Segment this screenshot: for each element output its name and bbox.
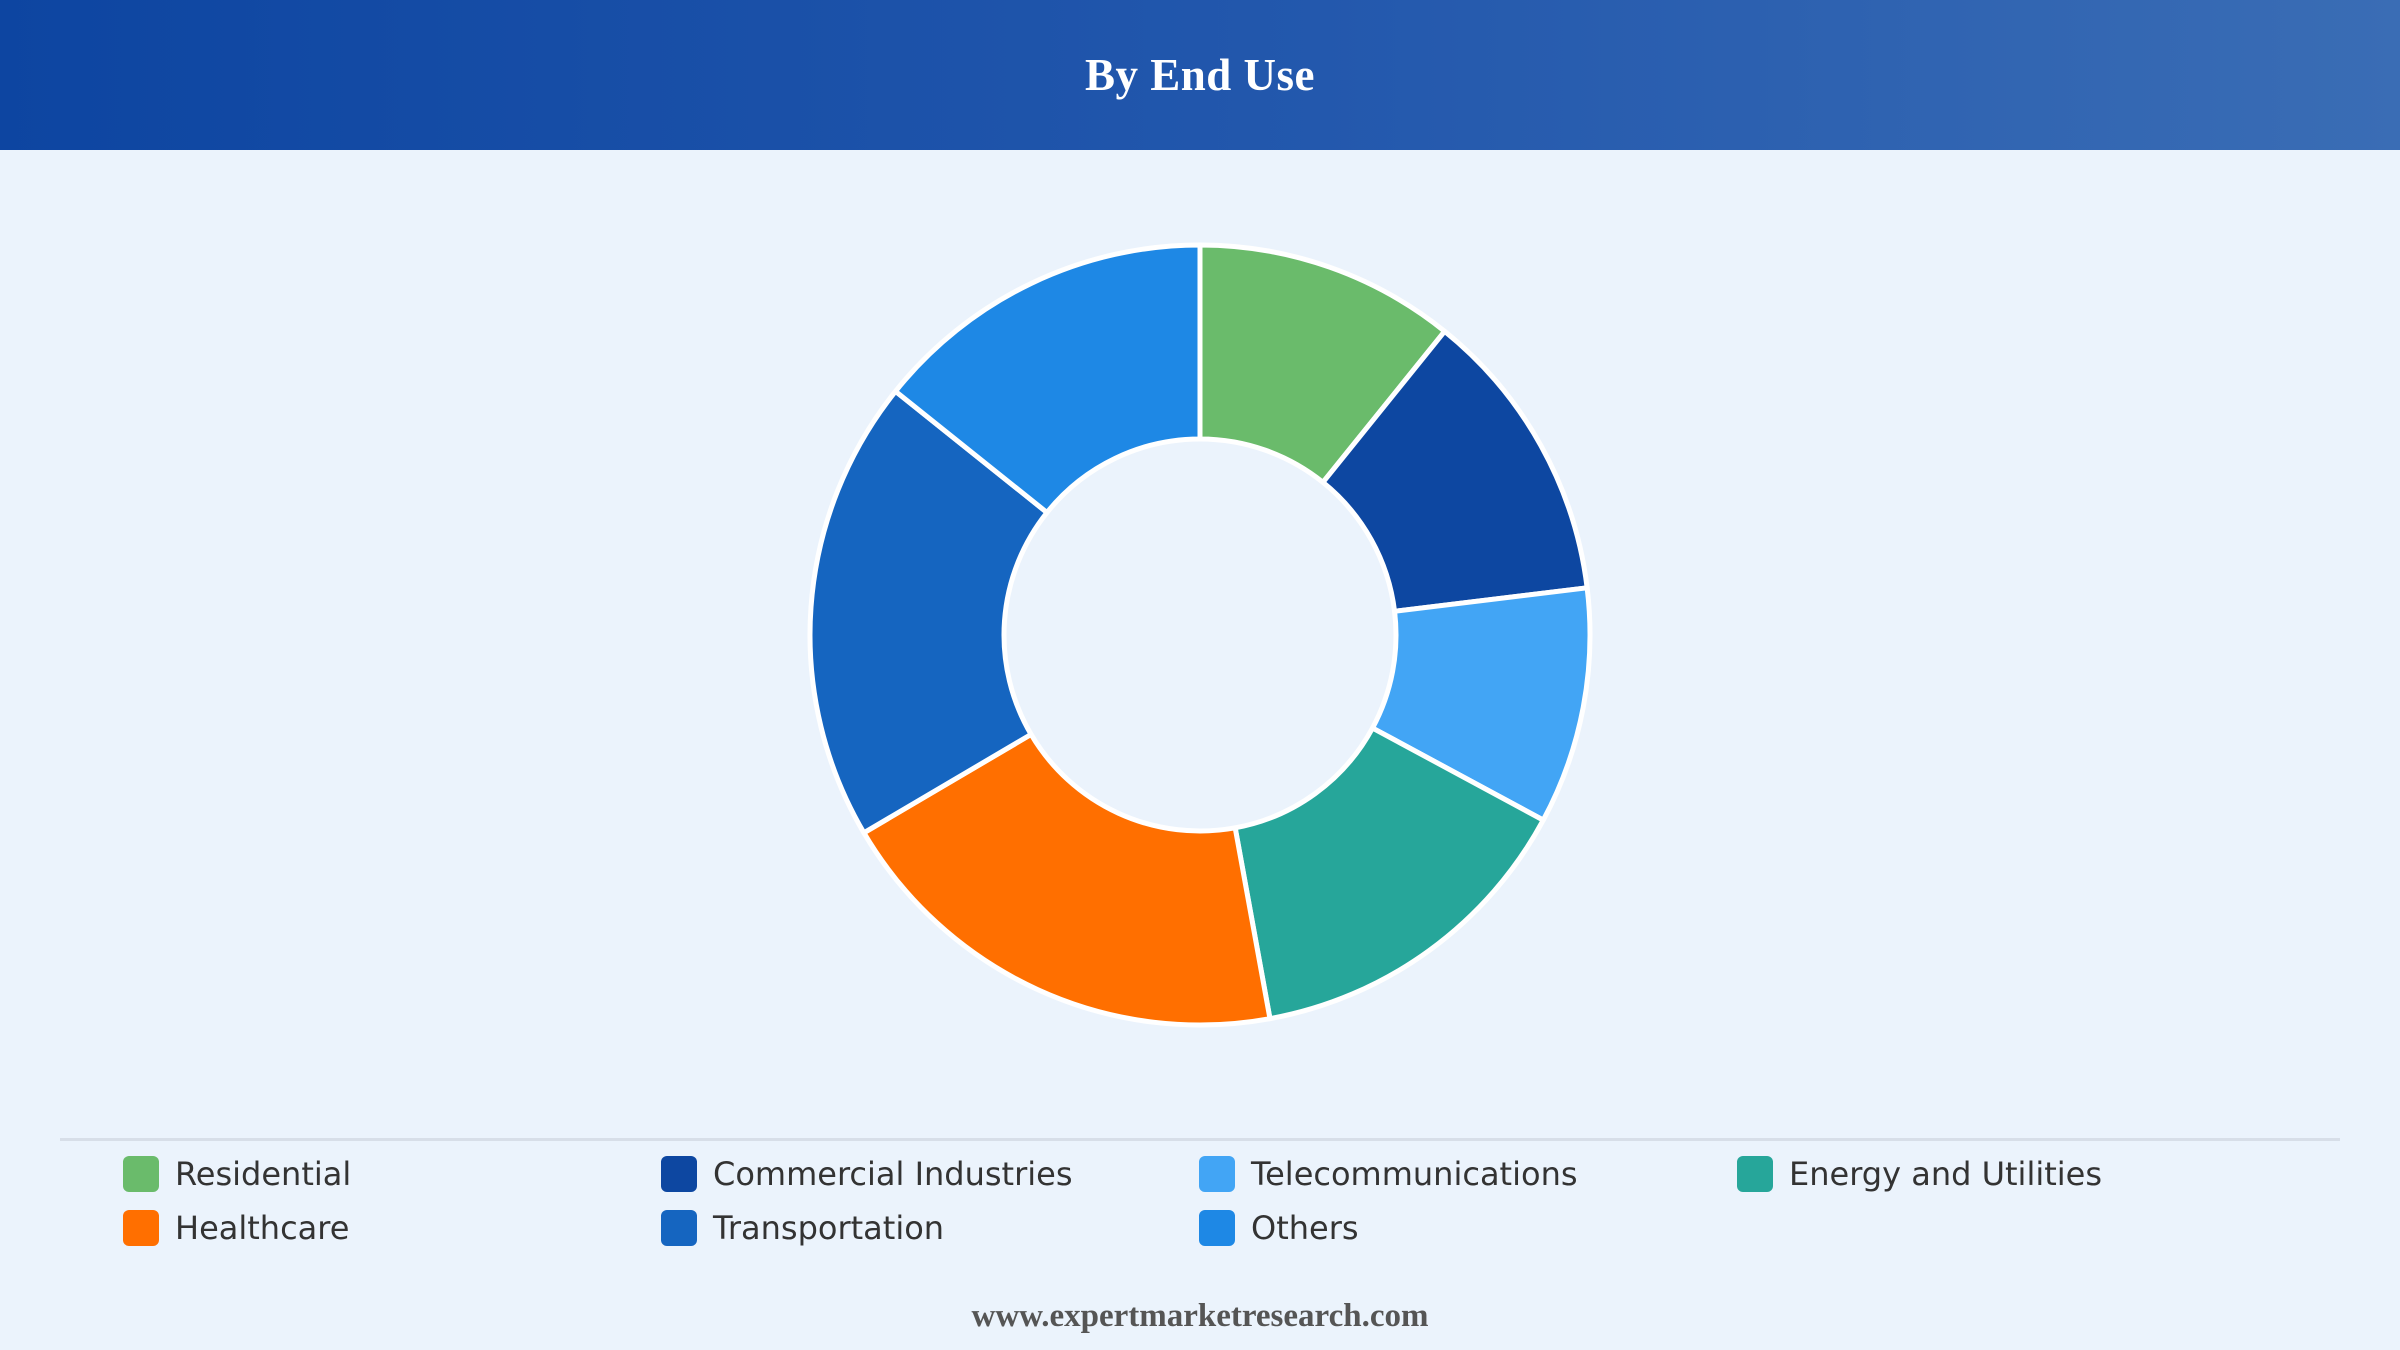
legend-label: Telecommunications bbox=[1251, 1155, 1578, 1193]
donut-slice-others[interactable] bbox=[893, 242, 1203, 516]
donut-slice-healthcare[interactable] bbox=[861, 731, 1273, 1028]
legend-label: Commercial Industries bbox=[713, 1155, 1073, 1193]
legend-swatch bbox=[123, 1156, 159, 1192]
legend-swatch bbox=[1737, 1156, 1773, 1192]
donut-slice-residential[interactable] bbox=[1197, 242, 1448, 485]
legend-swatch bbox=[661, 1156, 697, 1192]
legend-item-others[interactable]: Others bbox=[1199, 1209, 1737, 1247]
chart-legend: Residential Commercial Industries Telecomm… bbox=[123, 1155, 2303, 1247]
donut-slice-commercial-industries[interactable] bbox=[1320, 328, 1590, 614]
legend-swatch bbox=[1199, 1210, 1235, 1246]
donut-slice-energy-and-utilities[interactable] bbox=[1232, 725, 1546, 1022]
legend-item-healthcare[interactable]: Healthcare bbox=[123, 1209, 661, 1247]
chart-header: By End Use bbox=[0, 0, 2400, 150]
legend-label: Transportation bbox=[713, 1209, 945, 1247]
legend-item-telecommunications[interactable]: Telecommunications bbox=[1199, 1155, 1737, 1193]
donut-chart bbox=[807, 242, 1593, 1028]
legend-swatch bbox=[123, 1210, 159, 1246]
legend-label: Others bbox=[1251, 1209, 1359, 1247]
chart-title: By End Use bbox=[1084, 50, 1316, 100]
legend-item-transportation[interactable]: Transportation bbox=[661, 1209, 1199, 1247]
legend-label: Healthcare bbox=[175, 1209, 350, 1247]
legend-item-energy-and-utilities[interactable]: Energy and Utilities bbox=[1737, 1155, 2275, 1193]
legend-divider bbox=[60, 1138, 2340, 1141]
legend-item-residential[interactable]: Residential bbox=[123, 1155, 661, 1193]
donut-slice-transportation[interactable] bbox=[807, 388, 1050, 836]
legend-swatch bbox=[1199, 1156, 1235, 1192]
source-url: www.expertmarketresearch.com bbox=[971, 1298, 1429, 1334]
legend-swatch bbox=[661, 1210, 697, 1246]
legend-label: Residential bbox=[175, 1155, 352, 1193]
legend-label: Energy and Utilities bbox=[1789, 1155, 2103, 1193]
chart-area bbox=[0, 150, 2400, 1135]
legend-item-commercial-industries[interactable]: Commercial Industries bbox=[661, 1155, 1199, 1193]
